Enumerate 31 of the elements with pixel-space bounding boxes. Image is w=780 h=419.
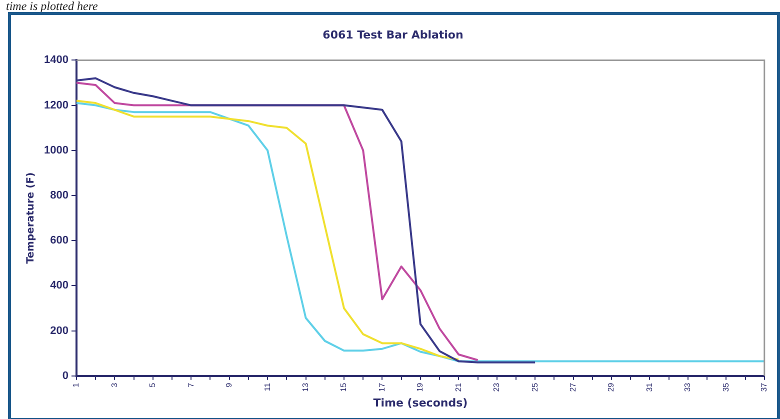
y-tick-label: 1400 <box>44 54 68 66</box>
x-tick-label: 31 <box>644 382 654 392</box>
x-tick-label: 35 <box>721 382 730 392</box>
x-tick-label: 13 <box>300 382 310 392</box>
x-tick-label: 29 <box>606 382 616 392</box>
x-tick-label: 21 <box>454 382 463 392</box>
y-tick-label: 200 <box>50 324 68 337</box>
y-tick-label: 600 <box>50 234 68 247</box>
text: time is plotted here <box>6 0 98 13</box>
x-tick-label: 1 <box>72 382 81 388</box>
x-tick-label: 25 <box>530 382 540 392</box>
x-tick-label: 11 <box>262 382 272 392</box>
x-tick-label: 17 <box>377 382 386 392</box>
x-tick-label: 15 <box>339 382 348 392</box>
x-tick-label: 3 <box>110 382 119 388</box>
y-tick-label: 0 <box>62 370 68 382</box>
x-tick-label: 23 <box>492 382 502 392</box>
x-tick-label: 5 <box>148 382 158 388</box>
x-tick-label: 7 <box>186 382 196 388</box>
y-tick-label: 800 <box>50 190 68 202</box>
x-tick-label: 37 <box>760 382 769 392</box>
chart-title: 6061 Test Bar Ablation <box>322 28 464 42</box>
x-tick-label: 9 <box>224 382 234 388</box>
y-tick-label: 1200 <box>44 99 68 112</box>
y-tick-label: 400 <box>50 280 68 292</box>
x-tick-label: 27 <box>568 382 578 392</box>
x-tick-label: 19 <box>416 382 425 392</box>
y-tick-label: 1000 <box>44 144 68 156</box>
x-axis-title: Time (seconds) <box>373 396 468 410</box>
x-tick-label: 33 <box>683 382 692 392</box>
y-axis-title: Temperature (F) <box>26 172 37 264</box>
